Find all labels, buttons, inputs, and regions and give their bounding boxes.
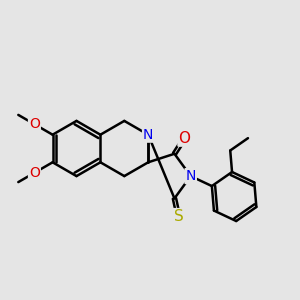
Text: S: S	[173, 209, 183, 224]
Text: N: N	[143, 128, 153, 142]
Text: O: O	[29, 166, 40, 180]
Text: O: O	[29, 117, 40, 131]
Text: O: O	[178, 130, 190, 146]
Text: N: N	[185, 169, 196, 183]
